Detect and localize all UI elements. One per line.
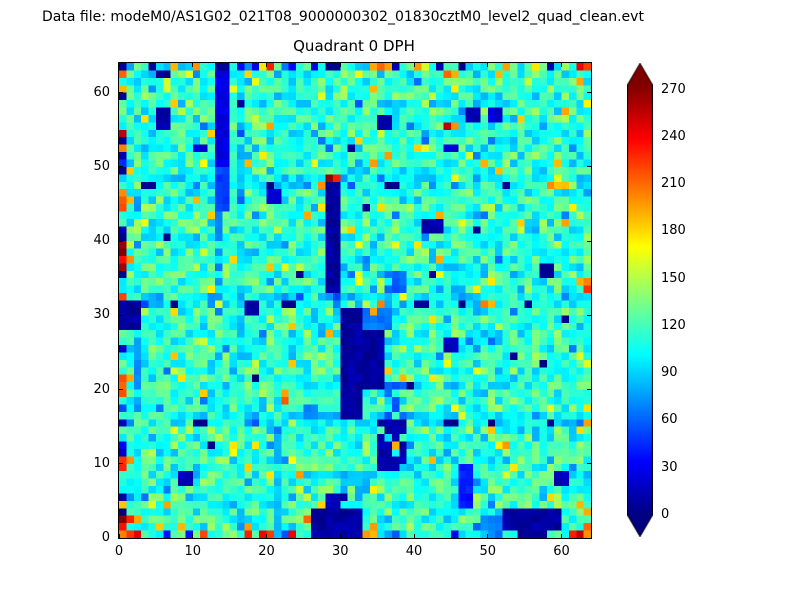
y-tick [587,92,591,94]
x-tick-label: 10 [184,544,202,559]
colorbar-tick-label: 210 [661,176,686,192]
colorbar-tick-label: 240 [661,128,686,144]
x-tick-label: 30 [331,544,349,559]
x-tick [266,63,267,67]
x-tick-label: 60 [553,544,570,559]
x-tick [413,63,415,67]
y-tick [119,92,123,94]
y-tick [587,463,591,465]
x-tick [119,534,120,538]
heatmap-image [119,63,591,538]
y-tick [587,389,591,391]
x-tick [487,534,489,538]
x-tick [192,534,194,538]
y-tick-label: 50 [93,158,110,174]
x-tick [487,63,489,67]
colorbar-tick-label: 90 [661,365,678,381]
y-tick [119,389,123,391]
colorbar-tick-label: 0 [661,507,670,522]
y-tick-label: 10 [93,455,110,471]
plot-title: Quadrant 0 DPH [293,37,415,55]
colorbar-tick-label: 60 [661,412,678,428]
colorbar-tick-label: 150 [661,270,686,286]
x-tick [561,534,562,538]
y-tick [587,537,591,538]
x-tick-label: 0 [114,544,124,559]
x-tick-label: 40 [405,544,423,559]
y-tick [119,537,123,538]
x-tick-label: 20 [258,544,275,559]
y-tick [587,166,591,168]
y-tick [119,314,123,316]
x-tick [413,534,415,538]
y-tick [119,463,123,465]
y-tick-label: 40 [93,233,110,249]
heatmap-axes [118,62,592,539]
x-tick-label: 50 [479,544,497,559]
y-tick [587,240,591,242]
y-tick-label: 30 [93,307,110,323]
x-tick [119,63,120,67]
x-tick [192,63,194,67]
y-tick-label: 20 [93,381,110,397]
colorbar-tick-label: 30 [661,459,678,475]
x-tick [561,63,562,67]
y-tick-label: 0 [101,530,110,545]
colorbar-tick-label: 270 [661,81,686,97]
y-tick [119,166,123,168]
data-file-label: Data file: modeM0/AS1G02_021T08_90000003… [42,9,644,25]
colorbar [627,63,653,537]
colorbar-tick-label: 120 [661,317,686,333]
x-tick [339,534,341,538]
x-tick [339,63,341,67]
x-tick [266,534,267,538]
y-tick [587,314,591,316]
y-tick [119,240,123,242]
colorbar-tick-label: 180 [661,223,686,239]
y-tick-label: 60 [93,84,110,100]
